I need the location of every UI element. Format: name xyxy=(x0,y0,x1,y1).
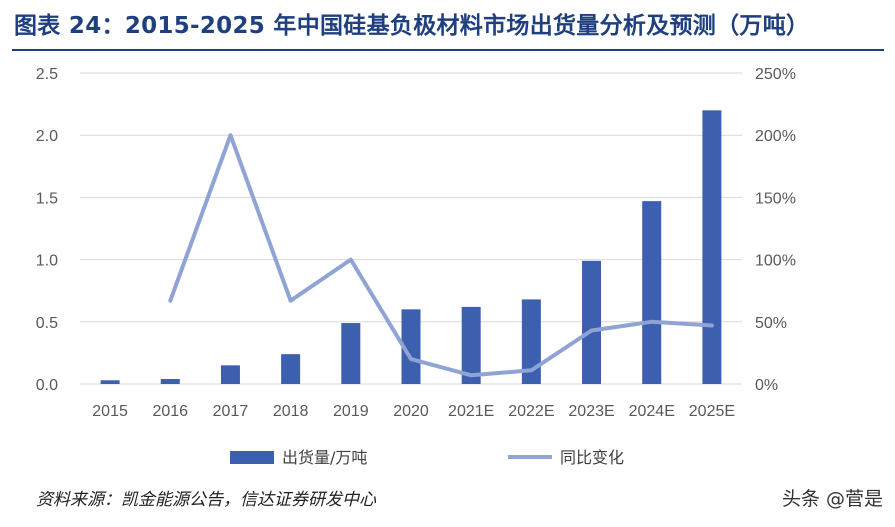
x-tick-label: 2024E xyxy=(629,403,675,420)
bar xyxy=(461,306,481,384)
y-left-tick-label: 0.5 xyxy=(36,315,58,332)
y-left-tick-label: 2.5 xyxy=(36,66,58,83)
y-right-tick-label: 100% xyxy=(755,253,796,270)
chart-title: 图表 24：2015-2025 年中国硅基负极材料市场出货量分析及预测（万吨） xyxy=(14,13,810,39)
bar xyxy=(702,110,722,384)
x-tick-label: 2017 xyxy=(213,403,249,420)
y-left-tick-label: 0.0 xyxy=(36,377,58,394)
bar xyxy=(281,354,301,384)
x-tick-label: 2023E xyxy=(568,403,614,420)
bar-series xyxy=(100,110,722,384)
y-left-axis: 0.0 0.5 1.0 1.5 2.0 2.5 xyxy=(36,66,58,394)
legend-label-bar: 出货量/万吨 xyxy=(282,448,367,467)
x-tick-label: 2018 xyxy=(273,403,309,420)
y-left-tick-label: 2.0 xyxy=(36,128,58,145)
x-tick-label: 2022E xyxy=(508,403,554,420)
y-left-tick-label: 1.0 xyxy=(36,253,58,270)
chart-plot: 0.0 0.5 1.0 1.5 2.0 2.5 0% 50% 100% 150% 200% 250%… xyxy=(36,66,796,467)
y-right-axis: 0% 50% 100% 150% 200% 250% xyxy=(755,66,796,394)
x-tick-label: 2020 xyxy=(393,403,429,420)
bar xyxy=(582,260,602,384)
series-line xyxy=(168,133,714,378)
bar xyxy=(341,323,361,384)
y-right-tick-label: 50% xyxy=(755,315,787,332)
y-right-tick-label: 200% xyxy=(755,128,796,145)
title-underline xyxy=(12,49,884,51)
y-right-tick-label: 250% xyxy=(755,66,796,83)
bar xyxy=(160,379,180,384)
x-tick-label: 2016 xyxy=(152,403,188,420)
y-right-tick-label: 0% xyxy=(755,377,778,394)
legend-label-line: 同比变化 xyxy=(560,448,624,467)
bar xyxy=(100,380,120,384)
legend: 出货量/万吨 同比变化 xyxy=(230,448,624,467)
bar xyxy=(220,365,240,384)
x-tick-label: 2021E xyxy=(448,403,494,420)
x-tick-label: 2025E xyxy=(689,403,735,420)
bar xyxy=(401,309,421,384)
y-right-tick-label: 150% xyxy=(755,190,796,207)
x-axis: 2015 2016 2017 2018 2019 2020 2021E 2022E 2023E 2… xyxy=(92,403,735,420)
bar xyxy=(521,299,541,384)
legend-swatch-bar xyxy=(230,451,274,464)
line-series xyxy=(168,133,714,378)
bar xyxy=(642,201,662,384)
y-left-tick-label: 1.5 xyxy=(36,190,58,207)
x-tick-label: 2015 xyxy=(92,403,128,420)
source-note: 资料来源：凯金能源公告，信达证券研发中心 xyxy=(36,490,376,510)
watermark: 头条 @菅是 xyxy=(781,488,883,510)
x-tick-label: 2019 xyxy=(333,403,369,420)
